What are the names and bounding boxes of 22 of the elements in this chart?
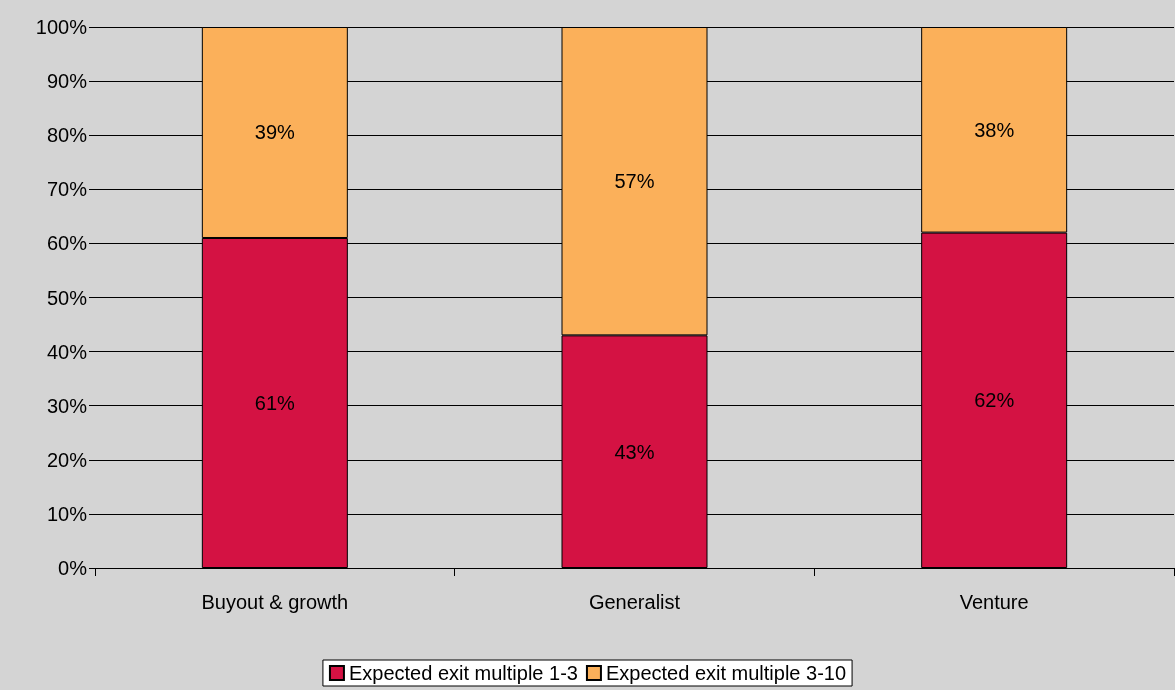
legend-label: Expected exit multiple 3-10 [605,662,847,684]
data-label: 57% [614,170,655,193]
data-label: 38% [974,118,1015,141]
y-tick-label: 30% [46,394,88,417]
x-tick-label: Buyout & growth [201,591,349,613]
data-label: 39% [254,121,296,144]
y-tick-label: 10% [46,502,88,525]
legend-label: Expected exit multiple 1-3 [348,662,578,684]
y-tick-label: 20% [46,448,88,471]
y-tick-label: 80% [46,124,88,147]
x-tick-label: Generalist [588,591,681,613]
data-label: 62% [974,389,1015,412]
y-tick-label: 90% [46,70,88,93]
y-tick-label: 50% [46,286,88,309]
data-label: 43% [614,440,655,463]
y-tick-label: 100% [35,16,88,38]
y-tick-label: 40% [46,340,88,363]
y-tick-label: 70% [46,178,88,201]
y-tick-label: 60% [46,232,88,255]
y-tick-label: 0% [58,557,88,579]
data-label: 61% [254,391,296,414]
x-tick-label: Venture [959,591,1029,613]
